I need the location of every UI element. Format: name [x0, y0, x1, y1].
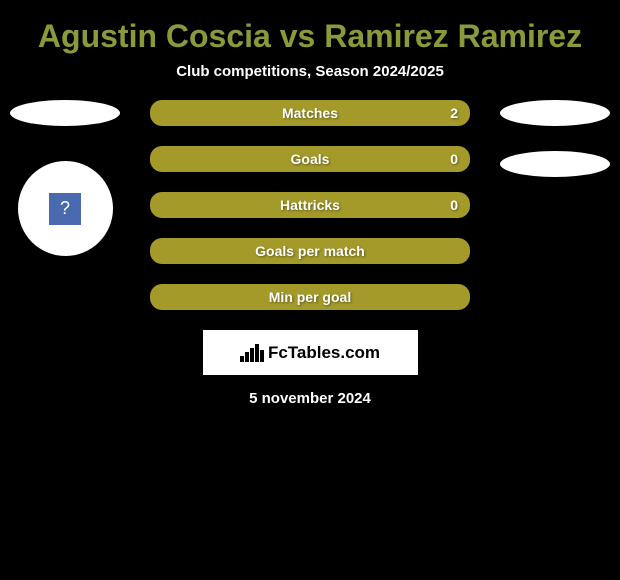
stats-list: Matches 2 Goals 0 Hattricks 0 Goals per …	[150, 100, 470, 310]
stat-label: Goals	[150, 151, 470, 167]
stat-row-goals-per-match: Goals per match	[150, 238, 470, 264]
player-right-name-pill-1	[500, 100, 610, 126]
stat-value-right: 2	[450, 105, 458, 121]
chart-icon	[240, 344, 264, 362]
stat-label: Matches	[150, 105, 470, 121]
page-subtitle: Club competitions, Season 2024/2025	[0, 63, 620, 100]
question-icon: ?	[49, 193, 81, 225]
stat-label: Goals per match	[150, 243, 470, 259]
stat-row-min-per-goal: Min per goal	[150, 284, 470, 310]
content-area: ? Matches 2 Goals 0 Hattricks 0 Goals pe…	[0, 100, 620, 310]
stat-value-right: 0	[450, 151, 458, 167]
player-left-avatar: ?	[18, 161, 113, 256]
player-right-name-pill-2	[500, 151, 610, 177]
logo-text: FcTables.com	[268, 343, 380, 363]
stat-row-goals: Goals 0	[150, 146, 470, 172]
player-right-column	[500, 100, 610, 177]
player-left-column: ?	[10, 100, 120, 256]
stat-value-right: 0	[450, 197, 458, 213]
stat-row-hattricks: Hattricks 0	[150, 192, 470, 218]
stat-label: Min per goal	[150, 289, 470, 305]
date-text: 5 november 2024	[0, 390, 620, 407]
stat-label: Hattricks	[150, 197, 470, 213]
player-left-name-pill	[10, 100, 120, 126]
logo-box: FcTables.com	[203, 330, 418, 375]
page-title: Agustin Coscia vs Ramirez Ramirez	[0, 0, 620, 63]
stat-row-matches: Matches 2	[150, 100, 470, 126]
